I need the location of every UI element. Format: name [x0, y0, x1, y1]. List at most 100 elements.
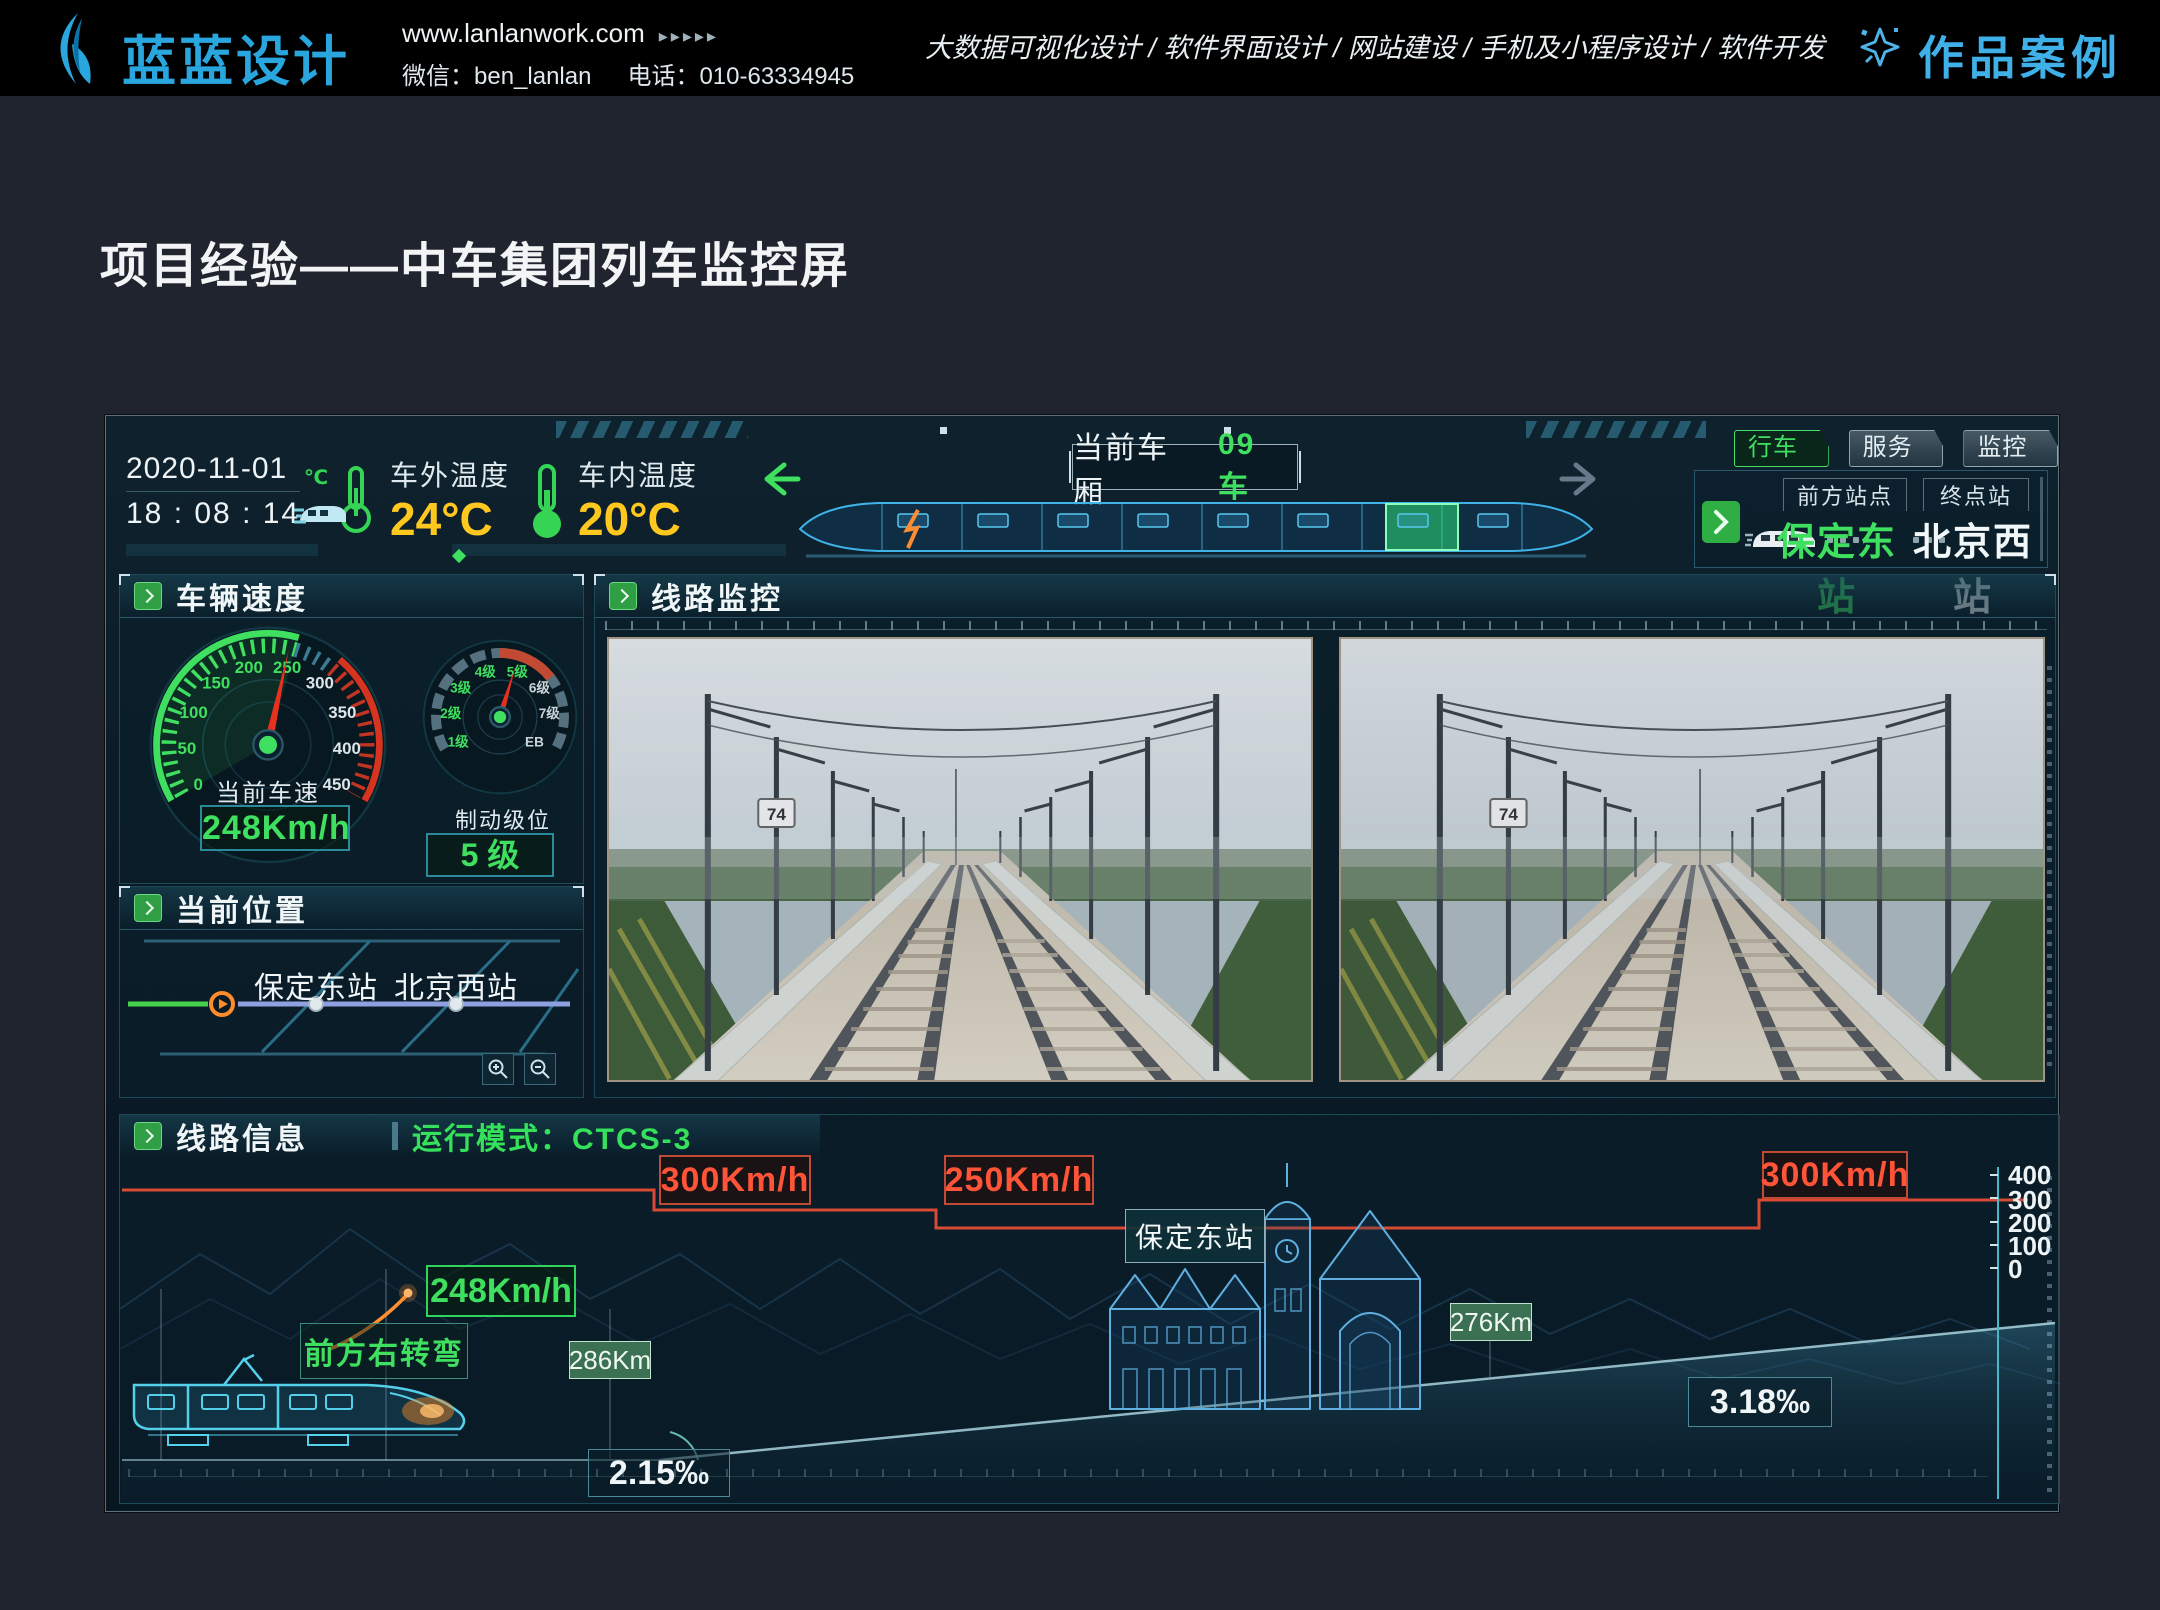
current-carriage-box: 当前车厢 09 车 — [1069, 428, 1301, 509]
current-speed-chart-label: 248Km/h — [426, 1265, 576, 1317]
terminal-station-label: 终点站 — [1923, 478, 2029, 511]
monitor-panel-title: 线路监控 — [651, 583, 783, 616]
outside-temp-label: 车外温度 — [390, 460, 511, 491]
svg-text:50: 50 — [178, 739, 197, 758]
svg-text:250: 250 — [273, 658, 301, 677]
svg-text:450: 450 — [323, 775, 351, 794]
svg-text:7级: 7级 — [539, 705, 561, 721]
current-speed-label: 当前车速 — [216, 780, 320, 807]
station-chart-label: 保定东站 — [1125, 1209, 1265, 1263]
next-station-label: 前方站点 — [1783, 478, 1907, 511]
current-speed-value: 248Km/h — [200, 805, 350, 851]
ruler-ticks — [605, 621, 2047, 630]
grade-318-label: 3.18‰ — [1688, 1377, 1832, 1427]
train-diagram[interactable] — [786, 492, 1606, 564]
axis-tick-400: 400 — [2008, 1160, 2052, 1190]
limit-300b-label: 300Km/h — [1761, 1151, 1908, 1199]
axis-tick-0: 0 — [2008, 1254, 2023, 1284]
header-divider — [392, 1122, 398, 1150]
line-info-panel: 线路信息 运行模式：CTCS-3 — [119, 1114, 2061, 1504]
site-nav[interactable]: 大数据可视化设计 / 软件界面设计 / 网站建设 / 手机及小程序设计 / 软件… — [925, 33, 1826, 63]
svg-text:400: 400 — [333, 739, 361, 758]
limit-250-label: 250Km/h — [944, 1155, 1094, 1205]
logo-text: 蓝蓝设计 — [122, 32, 350, 92]
svg-text:EB: EB — [525, 735, 544, 750]
inside-temp-value: 20°C — [578, 493, 681, 545]
chart-bottom-ruler — [128, 1469, 1988, 1477]
inside-temp-icon — [533, 464, 561, 538]
deco-bar — [126, 544, 318, 556]
axis-tick-300: 300 — [2008, 1185, 2052, 1215]
route-station-1: 保定东站 — [254, 972, 378, 1005]
datetime-block: 2020-11-01 18 : 08 : 14 — [126, 452, 301, 531]
zoom-out-button[interactable] — [524, 1053, 556, 1085]
portfolio-link[interactable]: 作品案例 — [1918, 32, 2122, 84]
time-display: 18 : 08 : 14 — [126, 497, 301, 530]
inside-temp-block: 车内温度 20°C — [578, 454, 698, 545]
tab-monitor-info[interactable]: 监控信息 — [1963, 430, 2058, 467]
svg-text:5级: 5级 — [507, 663, 529, 679]
train-monitor-dashboard: 2020-11-01 18 : 08 : 14 ℃ 车外温度 24°C 车内温度… — [105, 415, 2061, 1512]
position-panel-title: 当前位置 — [176, 895, 308, 928]
run-mode: 运行模式：CTCS-3 — [412, 1123, 693, 1156]
axis-tick-100: 100 — [2008, 1231, 2052, 1261]
svg-text:350: 350 — [328, 703, 356, 722]
scroll-rail[interactable] — [2040, 477, 2043, 561]
svg-text:200: 200 — [235, 658, 263, 677]
station-info-box: 前方站点 保定东站 终点站 北京西站 — [1694, 470, 2048, 619]
route-dots — [1827, 537, 1859, 543]
panel-arrow-icon — [134, 582, 162, 610]
panel-arrow-icon — [134, 894, 162, 922]
speed-panel-header: 车辆速度 — [119, 574, 584, 618]
head-camera-scene: 74 — [609, 639, 1311, 1080]
brake-level-gauge: 1级 2级 3级 4级 5级 6级 7级 EB — [422, 639, 578, 795]
deco-bar — [452, 544, 786, 556]
axis-tick-200: 200 — [2008, 1208, 2052, 1238]
svg-text:6级: 6级 — [529, 679, 551, 695]
deco-dashes-right — [1526, 421, 1706, 438]
site-url-row: www.lanlanwork.com ▸▸▸▸▸ — [402, 18, 719, 49]
line-monitor-panel: 线路监控 — [594, 574, 2056, 1098]
panel-arrow-icon — [134, 1122, 162, 1150]
train-side-illustration — [132, 1353, 466, 1446]
prev-carriage-arrow-icon[interactable] — [758, 460, 804, 498]
curve-warning-label: 前方右转弯 — [300, 1323, 468, 1379]
station-chevron-icon[interactable] — [1702, 501, 1740, 543]
right-deco-rail — [2047, 666, 2052, 1066]
speed-panel: 车辆速度 0 50 100 150 200 250 300 — [119, 574, 584, 884]
panel-arrow-icon — [609, 582, 637, 610]
svg-text:74: 74 — [1499, 805, 1519, 824]
tab-service-info[interactable]: 服务信息 — [1849, 430, 1944, 467]
svg-text:0: 0 — [193, 775, 202, 794]
speedometer-gauge: 0 50 100 150 200 250 300 350 400 450 — [149, 626, 387, 864]
portfolio-star-icon — [1860, 27, 1900, 67]
position-panel-header: 当前位置 — [119, 886, 584, 930]
svg-text:300: 300 — [306, 674, 334, 693]
inside-temp-label: 车内温度 — [578, 460, 699, 491]
route-dots — [1913, 537, 1945, 543]
outside-temp-block: 车外温度 24°C — [390, 454, 510, 545]
wechat-contact: 微信：ben_lanlan — [402, 63, 592, 90]
svg-text:2级: 2级 — [440, 705, 462, 721]
next-carriage-arrow-icon[interactable] — [1556, 460, 1602, 498]
km-post-276: 276Km — [1450, 1303, 1532, 1341]
svg-text:100: 100 — [180, 703, 208, 722]
deco-dashes-left — [556, 421, 748, 438]
head-camera-view: 74 车头监控 — [607, 637, 1313, 1082]
right-deco-rail — [2047, 1176, 2052, 1496]
monitor-panel-header: 线路监控 — [594, 574, 2056, 618]
phone-contact: 电话：010-63334945 — [627, 63, 855, 90]
tab-driving-info[interactable]: 行车信息 — [1734, 430, 1829, 467]
carriage-value: 09 车 — [1217, 428, 1256, 504]
zoom-in-button[interactable] — [482, 1053, 514, 1085]
deco-square — [940, 427, 947, 434]
km-post-286: 286Km — [569, 1341, 651, 1379]
svg-text:150: 150 — [202, 674, 230, 693]
deco-square — [1224, 427, 1231, 434]
fault-spark-icon — [903, 509, 921, 549]
limit-300-label: 300Km/h — [659, 1155, 811, 1205]
grade-215-label: 2.15‰ — [588, 1449, 730, 1497]
page-title: 项目经验——中车集团列车监控屏 — [100, 240, 851, 293]
date-display: 2020-11-01 — [126, 452, 301, 492]
position-panel: 当前位置 保定东站 北京西站 — [119, 886, 584, 1098]
